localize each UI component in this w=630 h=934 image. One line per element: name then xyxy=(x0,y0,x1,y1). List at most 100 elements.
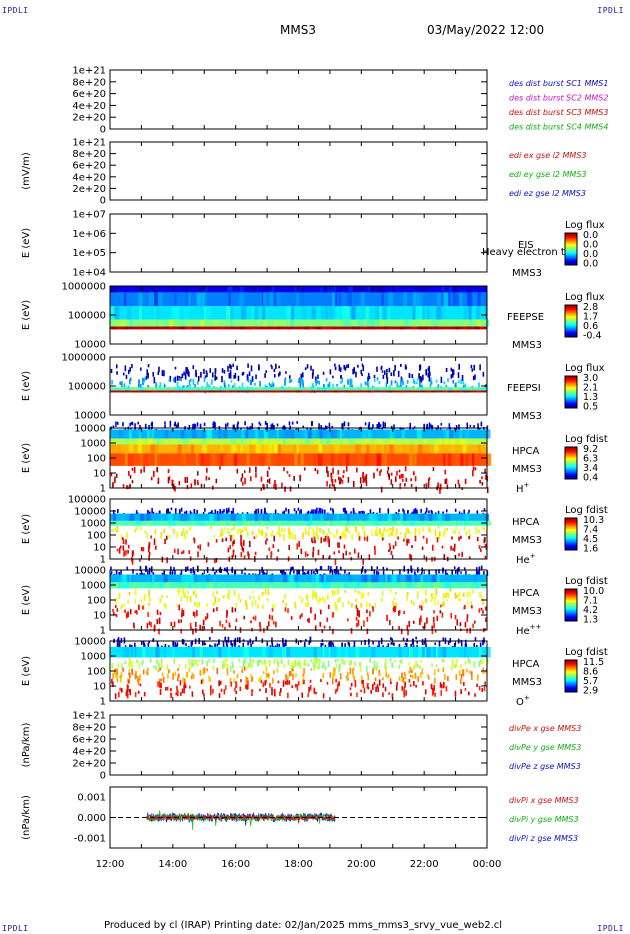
heatmap-cell-feepsi xyxy=(223,369,226,374)
legend-entry: des dist burst SC2 MMS2 xyxy=(509,94,608,103)
y-tick-label: 10000 xyxy=(74,637,106,648)
heatmap-cell-hpca-h xyxy=(380,486,383,493)
heatmap-cell-hpca-he xyxy=(229,520,233,526)
heatmap-cell-hpca-hepp xyxy=(181,608,184,614)
heatmap-cell-hpca-h xyxy=(288,474,291,477)
heatmap-cell-hpca-he xyxy=(382,534,385,540)
y-axis-label: E (eV) xyxy=(21,443,32,473)
heatmap-cell-hpca-he xyxy=(266,526,268,530)
heatmap-cell-hpca-h xyxy=(241,481,244,486)
heatmap-cell-hpca-o xyxy=(230,640,232,646)
heatmap-cell-hpca-hepp xyxy=(446,598,449,602)
heatmap-cell-hpca-hepp xyxy=(316,569,319,574)
heatmap-cell-hpca-hepp xyxy=(235,618,238,623)
heatmap-cell-feepse xyxy=(356,319,360,327)
heatmap-cell-hpca-he xyxy=(434,529,437,536)
heatmap-cell-feepse xyxy=(115,326,118,330)
panel-frame-divpe xyxy=(109,714,488,776)
heatmap-cell-feepsi xyxy=(206,381,208,389)
colorbar-tick-label: 10.3 xyxy=(583,515,604,526)
heatmap-cell-hpca-he xyxy=(277,549,280,552)
heatmap-cell-hpca-o xyxy=(469,670,471,674)
heatmap-cell-hpca-o xyxy=(295,673,297,678)
heatmap-cell-hpca-h xyxy=(264,444,269,454)
heatmap-cell-feepse xyxy=(452,286,457,293)
heatmap-cell-hpca-he xyxy=(122,537,124,540)
heatmap-cell-hpca-h xyxy=(469,424,472,428)
heatmap-cell-hpca-o xyxy=(170,692,172,698)
instrument-label: HPCA xyxy=(512,517,540,528)
heatmap-cell-feepsi xyxy=(478,382,480,389)
heatmap-cell-hpca-h xyxy=(217,444,220,454)
heatmap-cell-feepse xyxy=(367,326,372,330)
heatmap-cell-hpca-h xyxy=(320,425,322,430)
colorbar-title: Log fdist xyxy=(565,576,608,587)
heatmap-cell-hpca-h xyxy=(341,479,344,484)
heatmap-cell-hpca-hepp xyxy=(293,570,295,574)
heatmap-cell-hpca-h xyxy=(205,475,208,481)
heatmap-cell-hpca-o xyxy=(455,660,457,668)
heatmap-cell-hpca-h xyxy=(477,423,479,430)
colorbar-hpca-he xyxy=(564,517,578,551)
heatmap-cell-hpca-hepp xyxy=(325,582,330,589)
heatmap-cell-feepsi xyxy=(209,390,214,393)
heatmap-cell-hpca-hepp xyxy=(142,605,144,610)
heatmap-cell-hpca-hepp xyxy=(120,582,125,589)
heatmap-cell-hpca-h xyxy=(206,429,209,439)
heatmap-cell-hpca-h xyxy=(193,427,196,432)
heatmap-cell-feepse xyxy=(225,319,230,327)
heatmap-cell-hpca-h xyxy=(172,483,175,490)
heatmap-cell-hpca-h xyxy=(360,453,365,466)
heatmap-cell-feepse xyxy=(185,286,190,293)
heatmap-cell-feepsi xyxy=(311,383,314,388)
heatmap-cell-feepse xyxy=(167,292,173,307)
heatmap-cell-hpca-he xyxy=(184,513,189,521)
heatmap-cell-feepsi xyxy=(289,375,291,379)
heatmap-cell-hpca-he xyxy=(255,509,257,516)
heatmap-cell-hpca-h xyxy=(472,466,475,471)
heatmap-cell-feepsi xyxy=(242,371,245,375)
heatmap-cell-hpca-h xyxy=(312,429,316,439)
heatmap-cell-hpca-o xyxy=(208,658,211,663)
heatmap-cell-feepsi xyxy=(429,387,433,391)
heatmap-cell-feepsi xyxy=(435,379,438,383)
heatmap-cell-feepsi xyxy=(129,377,132,382)
heatmap-cell-hpca-h xyxy=(306,427,309,431)
heatmap-cell-hpca-hepp xyxy=(319,574,322,583)
heatmap-cell-hpca-o xyxy=(184,664,187,669)
heatmap-cell-hpca-o xyxy=(226,667,229,671)
heatmap-cell-feepsi xyxy=(367,372,370,378)
heatmap-cell-feepse xyxy=(183,306,186,320)
heatmap-cell-feepsi xyxy=(430,380,433,385)
heatmap-cell-hpca-he xyxy=(177,548,179,555)
colorbar-hpca-h xyxy=(564,446,578,480)
heatmap-cell-feepsi xyxy=(211,372,214,378)
heatmap-cell-hpca-he xyxy=(407,510,409,513)
heatmap-cell-hpca-o xyxy=(273,658,276,664)
heatmap-cell-feepsi xyxy=(122,372,125,376)
heatmap-cell-hpca-o xyxy=(321,664,324,669)
heatmap-cell-hpca-h xyxy=(376,468,379,472)
heatmap-cell-feepse xyxy=(189,286,194,293)
heatmap-cell-hpca-hepp xyxy=(449,588,452,592)
heatmap-cell-hpca-hepp xyxy=(153,625,156,632)
heatmap-cell-hpca-he xyxy=(154,528,157,535)
heatmap-cell-hpca-o xyxy=(292,673,294,679)
heatmap-cell-hpca-o xyxy=(131,669,134,676)
heatmap-cell-hpca-hepp xyxy=(296,569,298,576)
heatmap-cell-hpca-o xyxy=(353,676,356,682)
heatmap-cell-hpca-o xyxy=(315,691,317,695)
heatmap-cell-hpca-o xyxy=(455,674,458,680)
instrument-label: Heavy electron to xyxy=(482,247,571,258)
heatmap-cell-hpca-o xyxy=(408,670,411,674)
heatmap-cell-hpca-o xyxy=(245,666,248,670)
heatmap-cell-feepse xyxy=(458,286,463,293)
heatmap-cell-hpca-he xyxy=(299,510,301,517)
heatmap-cell-feepsi xyxy=(411,373,414,379)
heatmap-cell-hpca-o xyxy=(129,644,131,648)
heatmap-cell-hpca-hepp xyxy=(348,572,351,576)
heatmap-cell-hpca-h xyxy=(276,423,279,427)
heatmap-cell-hpca-o xyxy=(265,688,267,693)
heatmap-cell-hpca-he xyxy=(373,545,376,550)
heatmap-cell-hpca-he xyxy=(324,509,326,515)
